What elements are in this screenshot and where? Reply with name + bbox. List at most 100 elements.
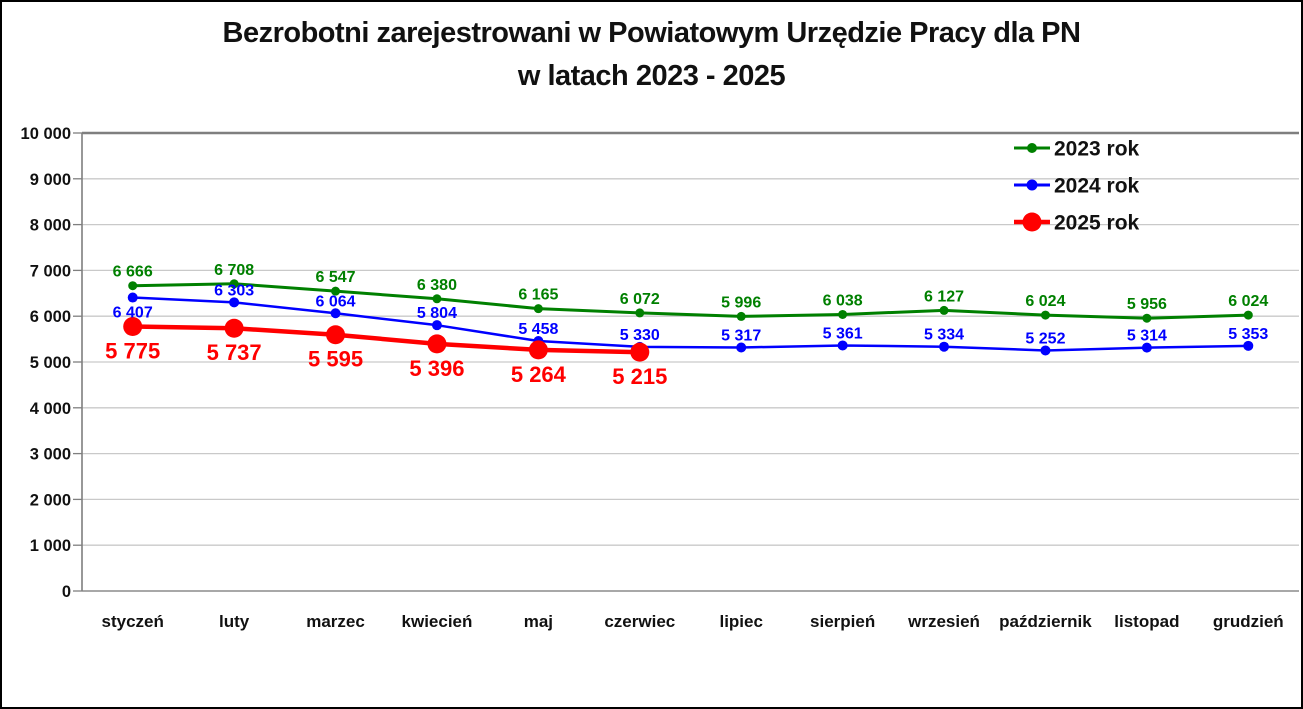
data-point [431, 320, 442, 331]
x-axis-category-label: październik [999, 612, 1092, 631]
chart-title-line2: w latach 2023 - 2025 [517, 60, 786, 92]
x-axis-category-label: kwiecień [402, 612, 473, 631]
y-axis-tick-label: 4 000 [30, 400, 71, 418]
data-point [1040, 345, 1051, 356]
data-label: 6 303 [214, 282, 254, 299]
data-label: 5 956 [1127, 296, 1167, 313]
data-label: 6 024 [1025, 293, 1065, 310]
data-label: 5 330 [620, 327, 660, 344]
data-label: 6 072 [620, 291, 660, 308]
legend-item-2024-rok: 2024 rok [1014, 175, 1140, 198]
data-label: 5 804 [417, 305, 457, 322]
data-point [229, 279, 239, 289]
data-point [123, 317, 143, 337]
legend-label: 2023 rok [1054, 138, 1140, 161]
legend-item-2023-rok: 2023 rok [1014, 138, 1140, 161]
y-axis-tick-label: 2 000 [30, 491, 71, 509]
series-line [131, 282, 1250, 320]
data-label: 6 407 [113, 305, 153, 322]
data-label: 5 353 [1228, 326, 1268, 343]
data-point [1142, 313, 1152, 323]
data-point [939, 305, 949, 315]
data-label: 5 458 [518, 321, 558, 338]
legend-label: 2024 rok [1054, 175, 1140, 198]
data-label: 5 775 [105, 339, 160, 364]
data-point [432, 294, 442, 304]
data-label: 5 737 [207, 340, 262, 365]
data-label: 6 708 [214, 262, 254, 279]
data-point [838, 309, 848, 319]
series-2023-rok [128, 279, 1253, 323]
data-point [128, 281, 138, 291]
legend-label: 2025 rok [1054, 212, 1140, 235]
y-axis-tick-label: 7 000 [30, 262, 71, 280]
x-axis-category-label: maj [524, 612, 553, 631]
data-point [736, 311, 746, 321]
data-label: 6 127 [924, 288, 964, 305]
data-point [1141, 342, 1152, 353]
series-2025-rok [123, 317, 650, 362]
data-label: 5 215 [612, 364, 667, 389]
data-label: 6 666 [113, 264, 153, 281]
y-axis-tick-label: 9 000 [30, 171, 71, 189]
data-point [427, 334, 447, 354]
data-label: 6 024 [1228, 293, 1268, 310]
data-label: 5 361 [823, 325, 863, 342]
data-point [533, 304, 543, 314]
x-axis-category-label: luty [219, 612, 250, 631]
legend-item-2025-rok: 2025 rok [1014, 212, 1140, 235]
data-point [630, 342, 650, 362]
x-axis-category-label: grudzień [1213, 612, 1284, 631]
data-point [736, 342, 747, 353]
series-labels-2025-rok: 5 775 5 737 5 595 5 396 5 264 5 215 [105, 339, 667, 390]
x-axis-category-label: czerwiec [604, 612, 675, 631]
series-labels-2023-rok: 6 666 6 708 6 547 6 380 6 165 6 072 5 996 6 038… [113, 262, 1269, 313]
x-axis-category-label: listopad [1114, 612, 1179, 631]
data-label: 5 252 [1025, 330, 1065, 347]
data-point [939, 341, 950, 352]
data-label: 5 334 [924, 327, 964, 344]
y-axis-tick-label: 3 000 [30, 446, 71, 464]
y-axis-tick-label: 5 000 [30, 354, 71, 372]
legend-marker-icon [1027, 143, 1037, 153]
legend: 2023 rok 2024 rok 2025 rok [1014, 138, 1140, 235]
data-label: 6 064 [316, 293, 356, 310]
series-line [130, 324, 643, 355]
data-point [330, 308, 341, 319]
data-label: 5 314 [1127, 328, 1167, 345]
series-2024-rok [127, 292, 1254, 356]
data-point [1040, 310, 1050, 320]
data-label: 6 380 [417, 277, 457, 294]
data-point [1243, 340, 1254, 351]
y-axis-tick-label: 0 [62, 583, 71, 601]
y-axis-tick-label: 1 000 [30, 537, 71, 555]
legend-marker-icon [1026, 179, 1038, 191]
x-axis-category-label: styczeń [102, 612, 164, 631]
data-label: 6 547 [316, 269, 356, 286]
data-label: 6 165 [518, 287, 558, 304]
data-label: 5 996 [721, 294, 761, 311]
y-axis-tick-label: 10 000 [21, 125, 71, 143]
data-point [837, 340, 848, 351]
data-label: 5 317 [721, 327, 761, 344]
data-label: 5 396 [409, 356, 464, 381]
y-axis-tick-label: 8 000 [30, 217, 71, 235]
x-axis-category-label: marzec [306, 612, 365, 631]
y-axis-tick-label: 6 000 [30, 308, 71, 326]
series-line [131, 296, 1250, 352]
data-point [127, 292, 138, 303]
data-point [528, 340, 548, 360]
x-axis-category-label: wrzesień [907, 612, 980, 631]
data-point [224, 318, 244, 338]
data-point [326, 325, 346, 345]
chart-title: Bezrobotni zarejestrowani w Powiatowym U… [2, 12, 1301, 98]
data-point [331, 286, 341, 296]
data-point [229, 297, 240, 308]
legend-marker-icon [1022, 212, 1042, 232]
data-point [1243, 310, 1253, 320]
data-label: 5 595 [308, 347, 363, 372]
x-axis-category-label: lipiec [719, 612, 762, 631]
series-labels-2024-rok: 6 407 6 303 6 064 5 804 5 458 5 330 5 317 5 361… [113, 282, 1269, 347]
